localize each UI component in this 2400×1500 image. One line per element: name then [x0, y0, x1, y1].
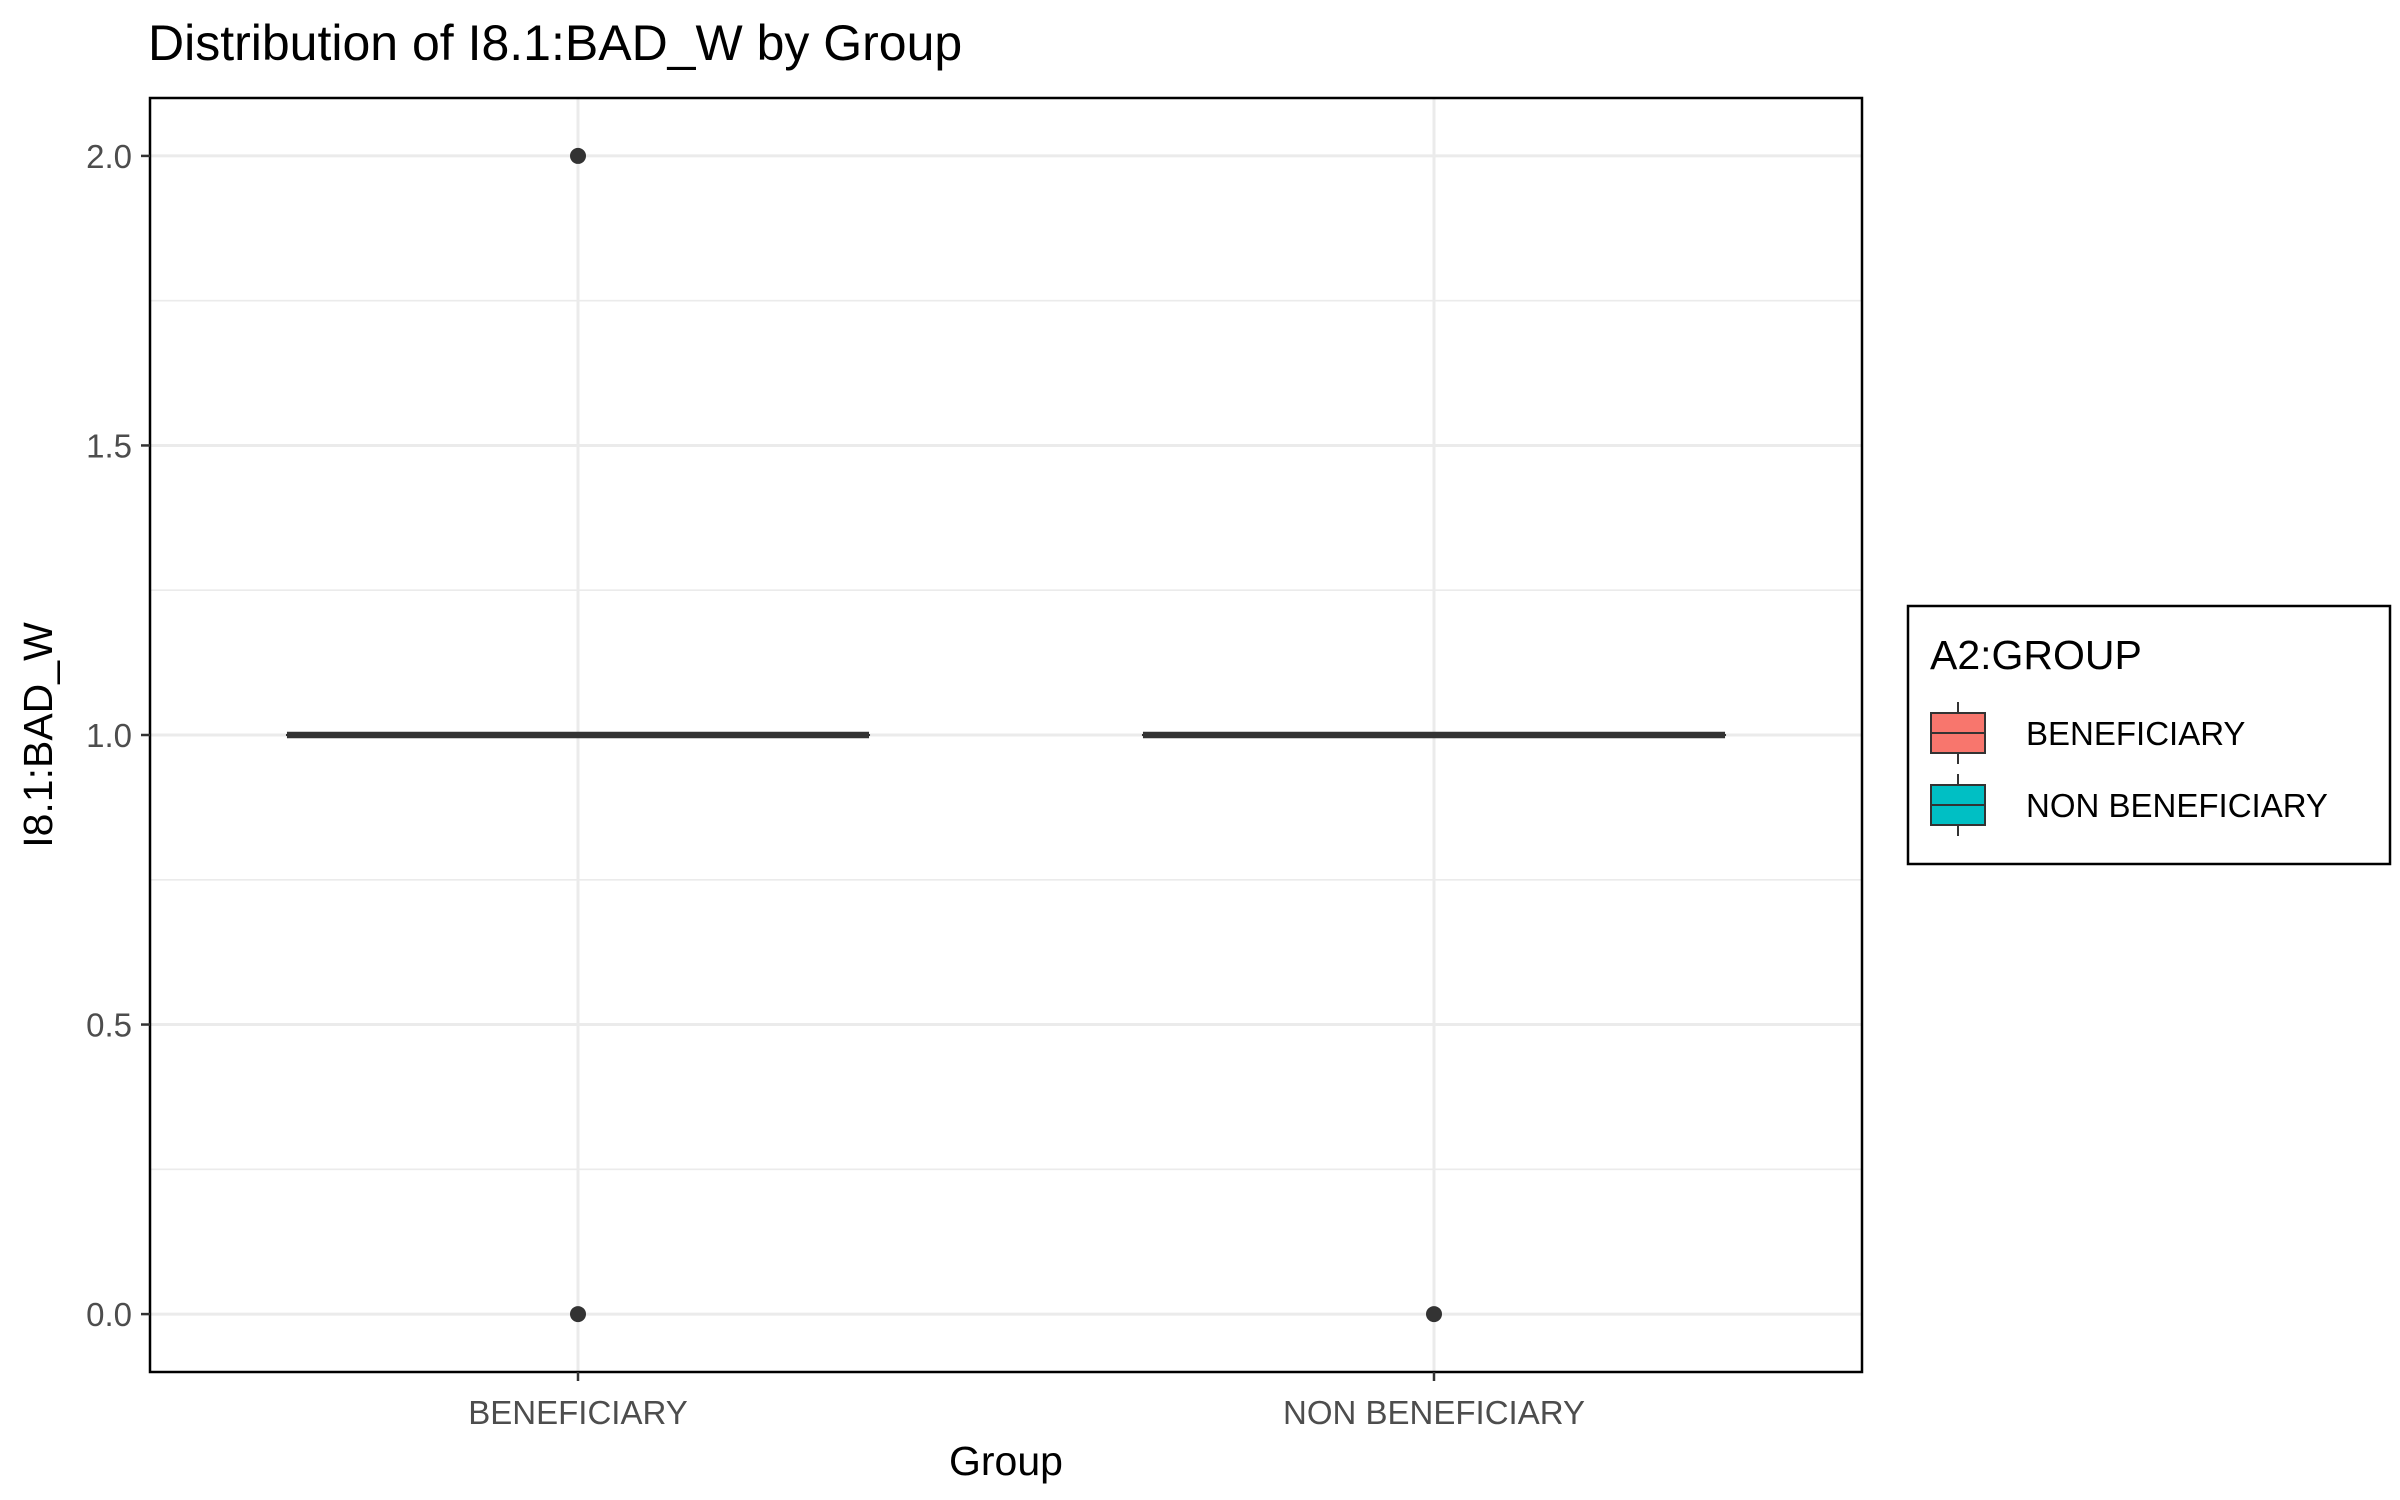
- outlier-point: [570, 147, 586, 164]
- y-axis: 0.0 0.5 1.0 1.5 2.0: [86, 138, 150, 1333]
- x-tick-label: BENEFICIARY: [468, 1394, 687, 1431]
- x-tick-label: NON BENEFICIARY: [1283, 1394, 1585, 1431]
- legend-box: [1906, 604, 2392, 866]
- outlier-point: [1426, 1306, 1442, 1323]
- legend: A2:GROUP BENEFICIARY NON BENEFICIARY: [1906, 604, 2392, 866]
- plot-marks: [285, 147, 1727, 1323]
- legend-title: A2:GROUP: [1930, 632, 2142, 678]
- y-tick-label: 1.5: [86, 427, 132, 464]
- y-tick-label: 0.0: [86, 1296, 132, 1333]
- x-axis: BENEFICIARY NON BENEFICIARY: [468, 1372, 1585, 1431]
- legend-entry-label: NON BENEFICIARY: [2026, 787, 2328, 824]
- y-tick-label: 1.0: [86, 717, 132, 754]
- outlier-point: [570, 1306, 586, 1323]
- y-tick-label: 2.0: [86, 138, 132, 175]
- x-axis-title: Group: [949, 1438, 1063, 1484]
- chart-title: Distribution of I8.1:BAD_W by Group: [148, 15, 962, 71]
- y-tick-label: 0.5: [86, 1007, 132, 1044]
- legend-entries: BENEFICIARY NON BENEFICIARY: [1930, 702, 2328, 836]
- y-axis-title: I8.1:BAD_W: [15, 622, 61, 848]
- legend-entry-label: BENEFICIARY: [2026, 715, 2245, 752]
